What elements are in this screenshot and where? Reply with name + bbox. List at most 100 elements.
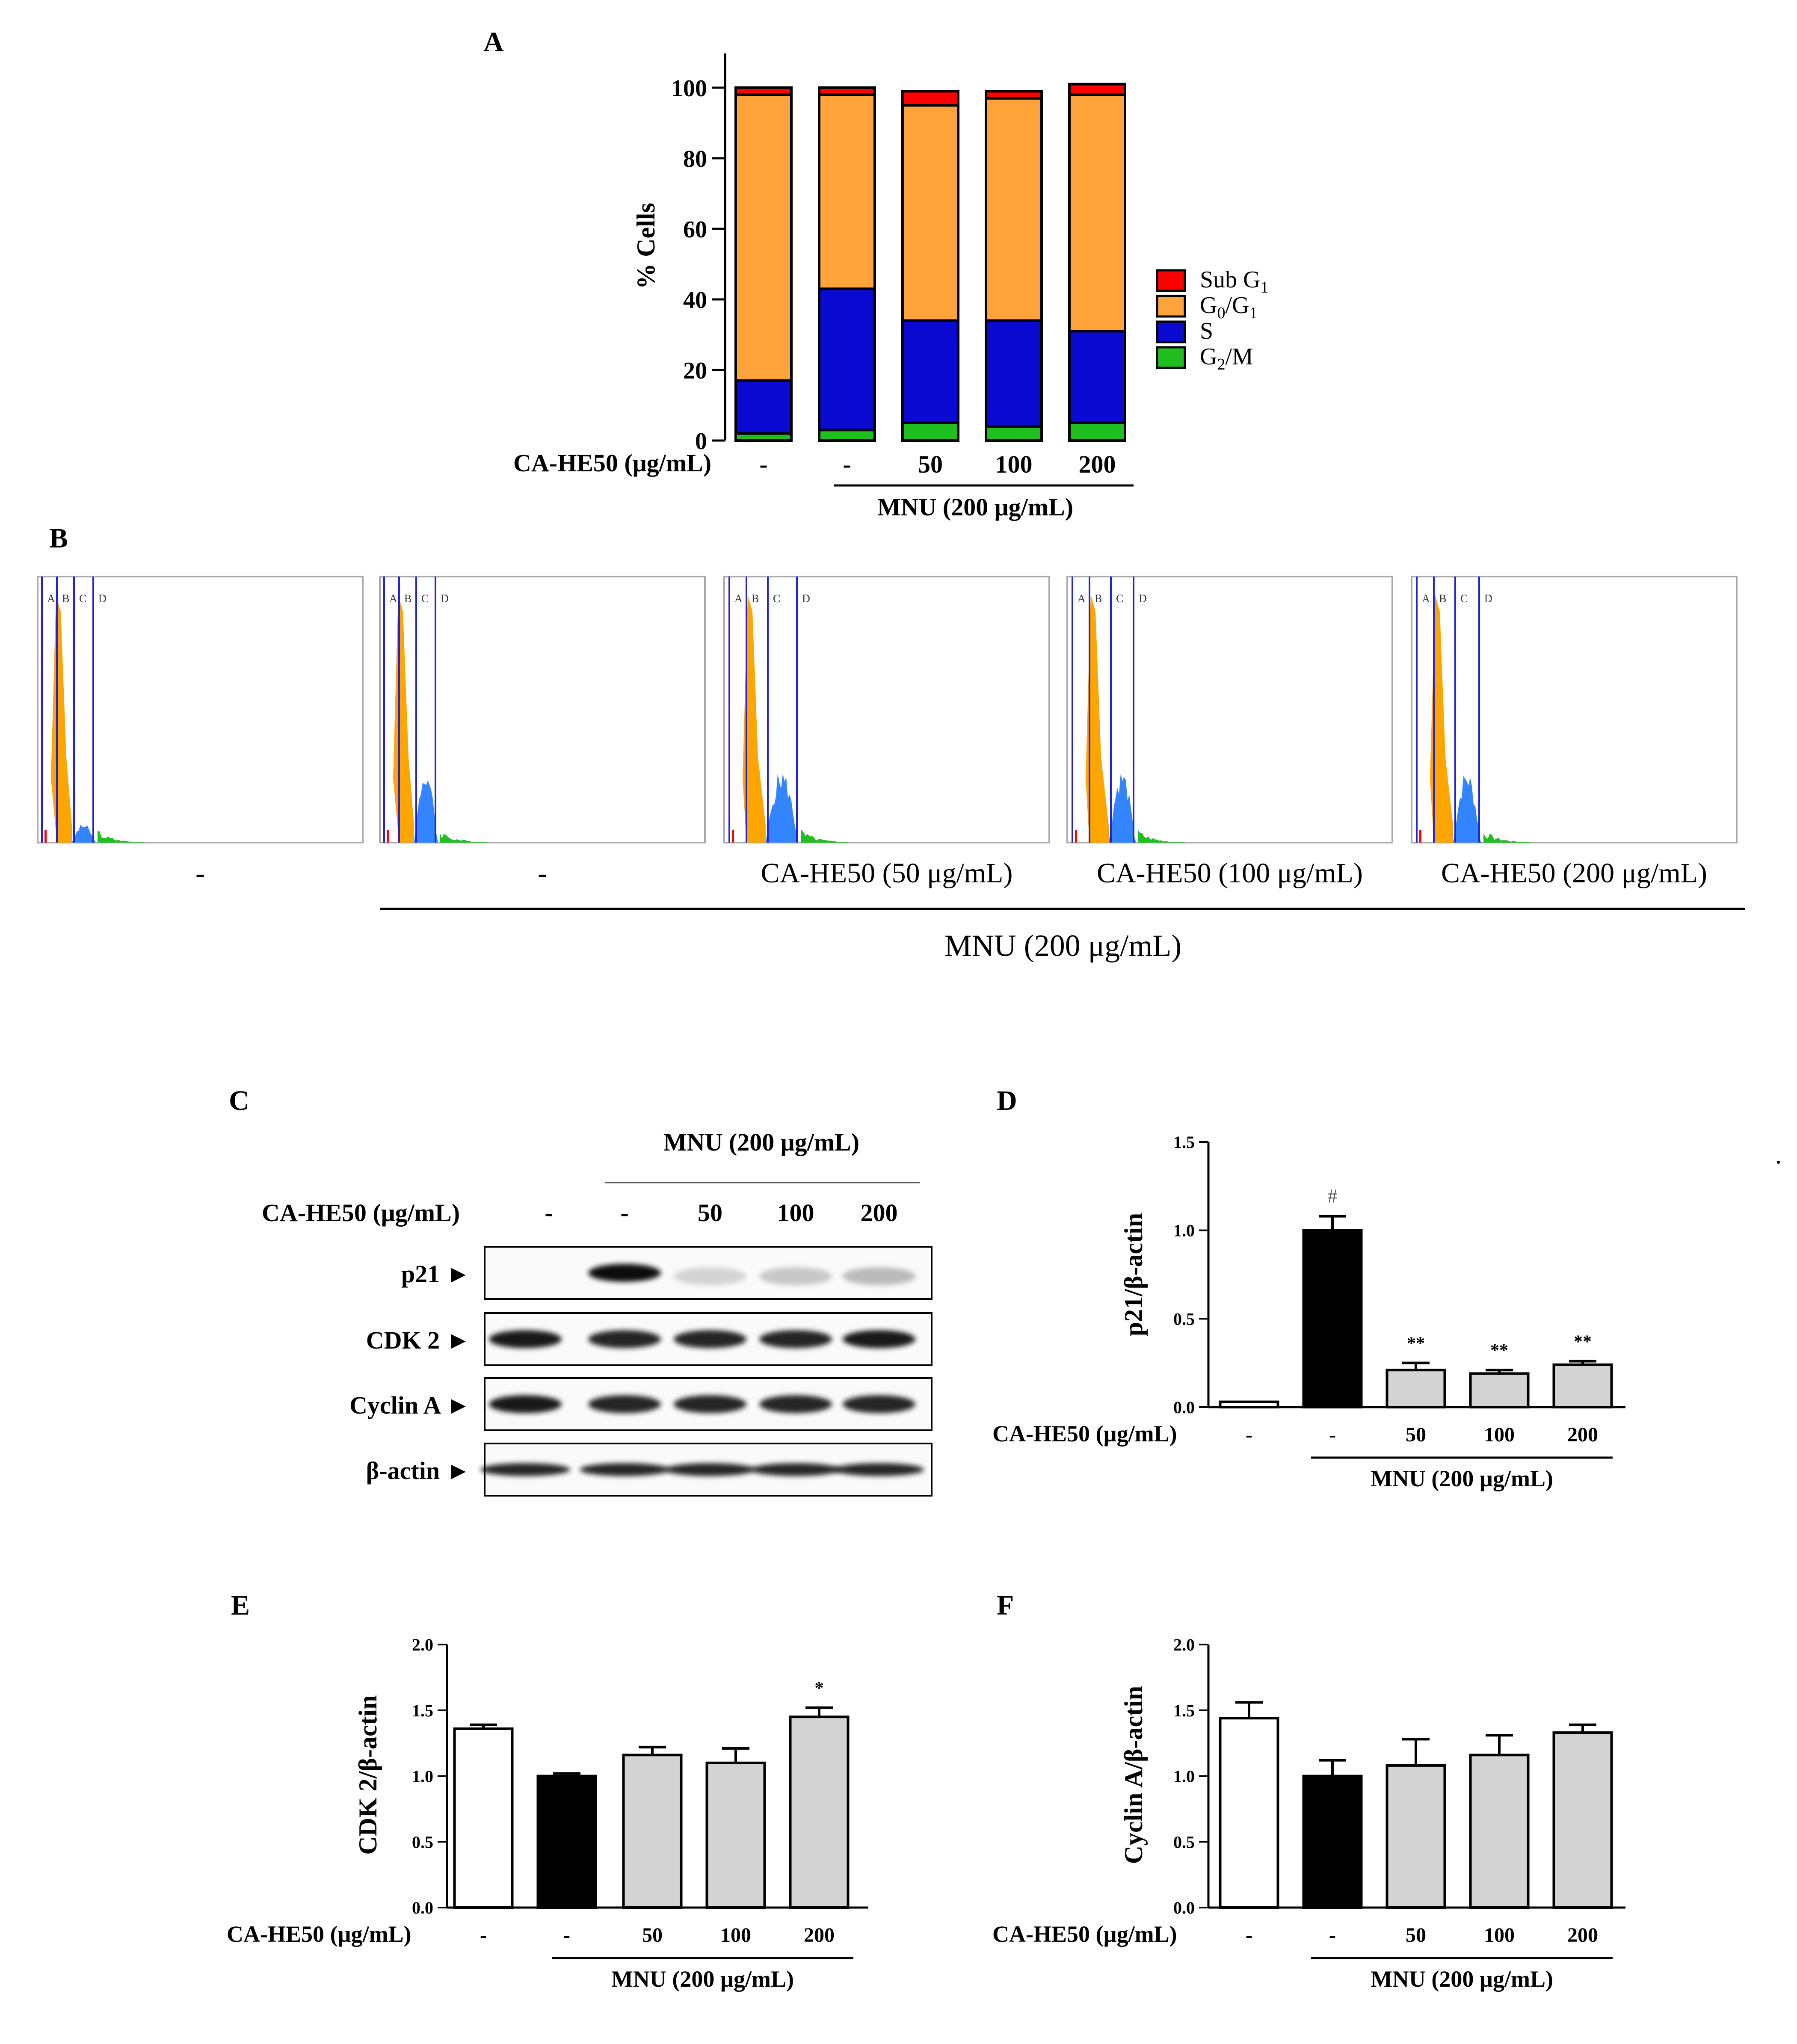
panel-letter-b: B (49, 523, 68, 554)
b-gate-letter: D (1484, 592, 1492, 605)
d-significance-marker: # (1328, 1185, 1338, 1207)
c-blot-row-beta-actin: β-actin ► (366, 1443, 933, 1497)
e-bar (453, 1727, 514, 1909)
a-bar-segment-g0-g1 (734, 93, 793, 382)
e-y-tick-label: 1.5 (412, 1701, 433, 1720)
stray-mark: . (1775, 1141, 1782, 1169)
c-blot-band (843, 1330, 915, 1348)
d-significance-marker: ** (1490, 1341, 1508, 1361)
d-mnu-label: MNU (200 µg/mL) (1371, 1466, 1553, 1491)
b-histogram-frame (723, 576, 1050, 843)
b-s-phase-region (1453, 776, 1483, 843)
e-ca-label: CA-HE50 (µg/mL) (227, 1921, 412, 1947)
b-caption: CA-HE50 (200 μg/mL) (1441, 858, 1707, 889)
d-y-tick-label: 1.5 (1173, 1133, 1195, 1152)
f-category-label: - (1329, 1924, 1336, 1946)
d-ca-label: CA-HE50 (µg/mL) (992, 1421, 1177, 1446)
b-mnu-label: MNU (200 μg/mL) (944, 929, 1182, 963)
c-blot-row-p21: p21 ► (401, 1246, 933, 1300)
f-y-tick-label: 1.0 (1173, 1767, 1195, 1786)
a-bar-segment-g0-g1 (818, 93, 876, 290)
a-category-label: 50 (918, 450, 943, 478)
a-legend-sub: 0 (1217, 304, 1225, 322)
c-blot-band (759, 1267, 832, 1285)
a-bar-segment-s (1068, 330, 1126, 424)
a-category-label: - (843, 450, 851, 478)
a-bar-segment-g2-m (818, 429, 876, 442)
b-histogram-frame (37, 576, 364, 843)
a-bar-segment-s (818, 287, 876, 432)
panel-f-cyclina-chart: 0.0 0.5 1.0 1.5 2.0 Cyclin A/β-actin - - 50 100 20… (992, 1635, 1625, 1992)
e-category-label: 100 (720, 1924, 751, 1946)
c-blot-band (588, 1395, 661, 1413)
b-gate-letter: C (79, 592, 86, 605)
f-y-tick-label: 1.5 (1173, 1701, 1195, 1720)
a-mnu-label: MNU (200 μg/mL) (877, 493, 1073, 521)
b-gate-letter: C (421, 592, 429, 605)
a-bar-segment-sub-g1 (901, 90, 959, 107)
b-gate-letter: B (1095, 592, 1102, 605)
a-ca-label: CA-HE50 (μg/mL) (513, 449, 711, 477)
c-dose-label: 100 (777, 1199, 814, 1227)
c-dose-label: - (545, 1199, 553, 1227)
b-g0g1-peak (1086, 595, 1109, 843)
c-blot-band (759, 1395, 832, 1413)
b-g2m-tail (1138, 829, 1185, 843)
d-bar (1302, 1229, 1363, 1409)
b-gate-letter: D (98, 592, 107, 605)
a-legend-sub2: 1 (1249, 304, 1257, 322)
a-legend-label: Sub G1 (1200, 266, 1269, 296)
b-gate-letter: C (1116, 592, 1123, 605)
panel-letter-d: D (997, 1085, 1017, 1116)
b-gate-letter: B (752, 592, 759, 605)
b-gate-letter: C (773, 592, 780, 605)
a-y-axis: 0 20 40 60 80 100 (671, 53, 726, 455)
b-histogram-5: A B C D CA-HE50 (200 μg/mL) (1411, 576, 1738, 889)
b-histogram-4: A B C D CA-HE50 (100 μg/mL) (1066, 576, 1393, 889)
c-blot-band (489, 1395, 562, 1413)
b-g2m-tail (98, 831, 145, 843)
b-subg1-peak (44, 830, 47, 843)
d-bar (1552, 1363, 1613, 1409)
f-category-label: 100 (1484, 1924, 1515, 1946)
panel-d-p21-chart: 0.0 0.5 1.0 1.5 p21/β-actin - # - ** 50 ** 100 ** 200… (992, 1133, 1625, 1491)
b-g2m-tail (801, 829, 848, 843)
e-y-axis-label: CDK 2/β-actin (354, 1695, 382, 1855)
a-bars (734, 83, 1126, 442)
c-protein-label: CDK 2 ► (366, 1326, 471, 1354)
e-category-label: - (480, 1924, 487, 1946)
c-dose-label: 200 (861, 1199, 898, 1227)
d-bar (1219, 1400, 1279, 1409)
a-legend-label: S (1200, 318, 1213, 344)
c-ca-label: CA-HE50 (μg/mL) (262, 1199, 460, 1227)
c-blot-band (480, 1463, 570, 1476)
a-legend-main: Sub G (1200, 266, 1261, 293)
a-bar-segment-g0-g1 (901, 104, 959, 322)
a-bar-segment-s (901, 319, 959, 424)
b-gate-letter: B (62, 592, 69, 605)
c-blot-band (674, 1267, 746, 1285)
a-legend-swatch (1156, 295, 1186, 318)
b-g2m-tail (440, 832, 487, 843)
c-blot-rows: p21 ► CDK 2 ► Cyclin A ► β-actin ► (349, 1246, 933, 1497)
a-bar-segment-sub-g1 (734, 86, 793, 96)
c-blot-band (588, 1330, 661, 1348)
c-dose-labels: - - 50 100 200 (545, 1199, 897, 1227)
b-gate-letter: C (1460, 592, 1468, 605)
b-gate-letter: A (1078, 592, 1086, 605)
a-bar-segment-s (985, 319, 1043, 428)
f-category-label: - (1246, 1924, 1252, 1946)
e-y-tick-label: 1.0 (412, 1767, 433, 1786)
c-blot-band (834, 1463, 924, 1476)
e-y-tick-label: 0.0 (412, 1898, 433, 1917)
b-gate-letter: B (404, 592, 412, 605)
panel-letter-c: C (229, 1085, 249, 1116)
f-y-axis-label: Cyclin A/β-actin (1119, 1686, 1148, 1864)
c-dose-label: - (620, 1199, 628, 1227)
d-y-tick-label: 0.5 (1173, 1309, 1195, 1328)
f-y-tick-label: 0.0 (1173, 1898, 1195, 1917)
c-blot-row-cyclin-a: Cyclin A ► (349, 1377, 933, 1431)
a-legend-swatch (1156, 346, 1186, 369)
